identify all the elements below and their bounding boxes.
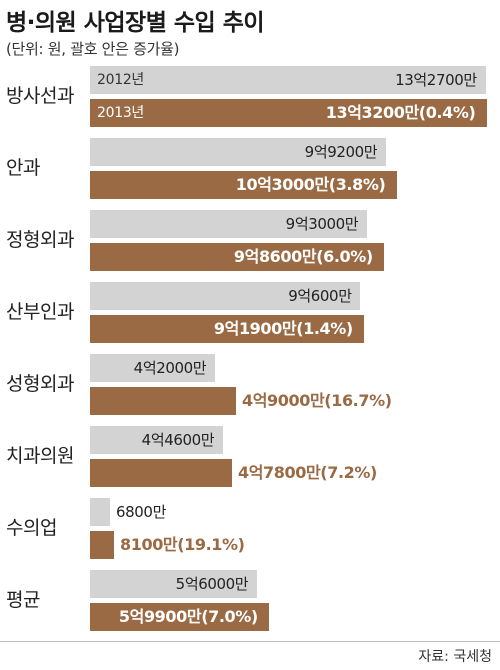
chart-row: 치과의원 4억4600만 4억7800만(7.2%) xyxy=(0,426,500,498)
category-label: 방사선과 xyxy=(6,85,74,107)
chart-title: 병·의원 사업장별 수입 추이 xyxy=(6,10,265,36)
bar-2012 xyxy=(90,570,257,598)
bar-2013 xyxy=(90,243,384,271)
chart-row: 산부인과 9억600만 9억1900만(1.4%) xyxy=(0,282,500,354)
bar-2012 xyxy=(90,138,386,166)
value-label-2013: 4억9000만(16.7%) xyxy=(242,391,392,410)
bar-2012 xyxy=(90,498,110,526)
footer-divider xyxy=(0,641,500,642)
value-label-2012: 4억4600만 xyxy=(141,431,215,449)
value-label-2013: 10억3000만(3.8%) xyxy=(235,175,386,194)
category-label: 성형외과 xyxy=(6,373,74,395)
value-label-2013: 5억9900만(7.0%) xyxy=(118,607,258,626)
chart-row: 수의업 6800만 8100만(19.1%) xyxy=(0,498,500,570)
value-label-2012: 9억600만 xyxy=(288,287,352,305)
chart-row: 정형외과 9억3000만 9억8600만(6.0%) xyxy=(0,210,500,282)
value-label-2013: 9억1900만(1.4%) xyxy=(213,319,353,338)
category-label: 치과의원 xyxy=(6,445,74,467)
value-label-2012: 9억9200만 xyxy=(304,143,378,161)
bar-2012 xyxy=(90,426,223,454)
chart-row: 안과 9억9200만 10억3000만(3.8%) xyxy=(0,138,500,210)
value-label-2012: 6800만 xyxy=(116,503,166,521)
value-label-2013: 9억8600만(6.0%) xyxy=(233,247,373,266)
bar-2013 xyxy=(90,459,232,487)
series-label-2013: 2013년 xyxy=(97,105,145,121)
value-label-2012: 9억3000만 xyxy=(285,215,359,233)
value-label-2013: 8100만(19.1%) xyxy=(120,535,245,554)
value-label-2013: 4억7800만(7.2%) xyxy=(238,463,377,482)
bar-2013 xyxy=(90,603,269,631)
bar-2012 xyxy=(90,282,360,310)
bar-2012 xyxy=(90,354,215,382)
chart-subtitle: (단위: 원, 괄호 안은 증가율) xyxy=(6,40,180,58)
category-label: 평균 xyxy=(6,589,40,611)
bar-chart: 방사선과 2012년 13억2700만 2013년 13억3200만(0.4%) 안과 9억… xyxy=(0,66,500,641)
bar-2013 xyxy=(90,387,236,415)
bar-2013 xyxy=(90,315,364,343)
category-label: 정형외과 xyxy=(6,229,74,251)
category-label: 산부인과 xyxy=(6,301,74,323)
category-label: 수의업 xyxy=(6,517,57,539)
value-label-2012: 5억6000만 xyxy=(175,575,249,593)
chart-row: 평균 5억6000만 5억9900만(7.0%) xyxy=(0,570,500,642)
bar-2013 xyxy=(90,531,114,559)
value-label-2012: 13억2700만 xyxy=(395,71,477,89)
source-note: 자료: 국세청 xyxy=(418,649,492,665)
chart-row: 성형외과 4억2000만 4억9000만(16.7%) xyxy=(0,354,500,426)
bar-2013 xyxy=(90,171,397,199)
category-label: 안과 xyxy=(6,157,40,179)
bar-2012 xyxy=(90,210,367,238)
value-label-2012: 4억2000만 xyxy=(133,359,207,377)
bar-2013 xyxy=(90,99,487,127)
series-label-2012: 2012년 xyxy=(97,72,145,88)
chart-row: 방사선과 2012년 13억2700만 2013년 13억3200만(0.4%) xyxy=(0,66,500,138)
bar-2012 xyxy=(90,66,486,94)
value-label-2013: 13억3200만(0.4%) xyxy=(325,103,476,122)
